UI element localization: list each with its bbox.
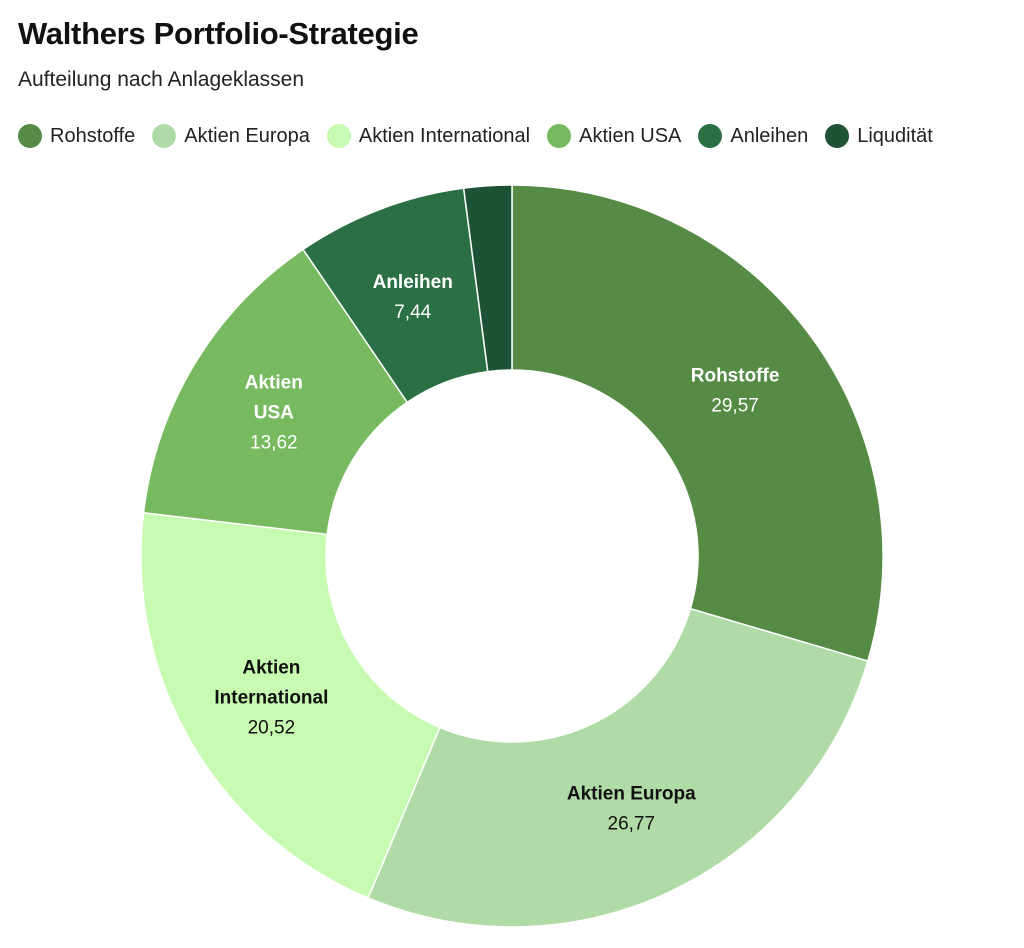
slice-label: Aktien [245,373,303,394]
legend-label: Rohstoffe [50,124,136,147]
chart-subtitle: Aufteilung nach Anlageklassen [18,68,305,91]
legend-swatch [698,124,723,148]
legend-label: Anleihen [730,124,809,147]
legend-item-anleihen[interactable]: Anleihen [698,124,808,148]
legend-swatch [825,124,850,148]
slice-label: Aktien Europa [567,784,696,805]
slice-label: USA [254,403,294,424]
slice-rohstoffe[interactable] [511,184,884,663]
slice-aktien-international[interactable] [140,511,441,899]
legend-label: Aktien USA [579,124,682,147]
legend-item-aktien-europa[interactable]: Aktien Europa [152,124,310,148]
slice-label: Anleihen [373,272,453,293]
legend-swatch [326,124,351,148]
slice-value: 7,44 [394,302,431,323]
legend-item-liquiditaet[interactable]: Liqudität [825,124,933,148]
legend-label: Liqudität [857,124,933,147]
slice-value: 13,62 [250,433,298,454]
legend-item-rohstoffe[interactable]: Rohstoffe [18,124,135,148]
slice-aktien-usa[interactable] [142,248,409,536]
slice-liqudität[interactable] [462,184,513,373]
chart-title: Walthers Portfolio-Strategie [18,16,419,51]
slice-value: 29,57 [711,395,759,416]
legend: Rohstoffe Aktien Europa Aktien Internati… [18,124,950,148]
legend-item-aktien-usa[interactable]: Aktien USA [547,124,681,148]
legend-label: Aktien Europa [184,124,310,147]
legend-item-aktien-international[interactable]: Aktien International [326,124,531,148]
slice-label: International [214,687,328,708]
slice-aktien-europa[interactable] [367,607,869,928]
slice-value: 26,77 [608,814,656,835]
slice-label: Aktien [242,657,300,678]
legend-swatch [152,124,177,148]
legend-swatch [547,124,572,148]
slice-value: 20,52 [248,717,296,738]
legend-swatch [18,124,42,148]
legend-label: Aktien International [358,124,531,147]
slice-label: Rohstoffe [691,365,780,386]
